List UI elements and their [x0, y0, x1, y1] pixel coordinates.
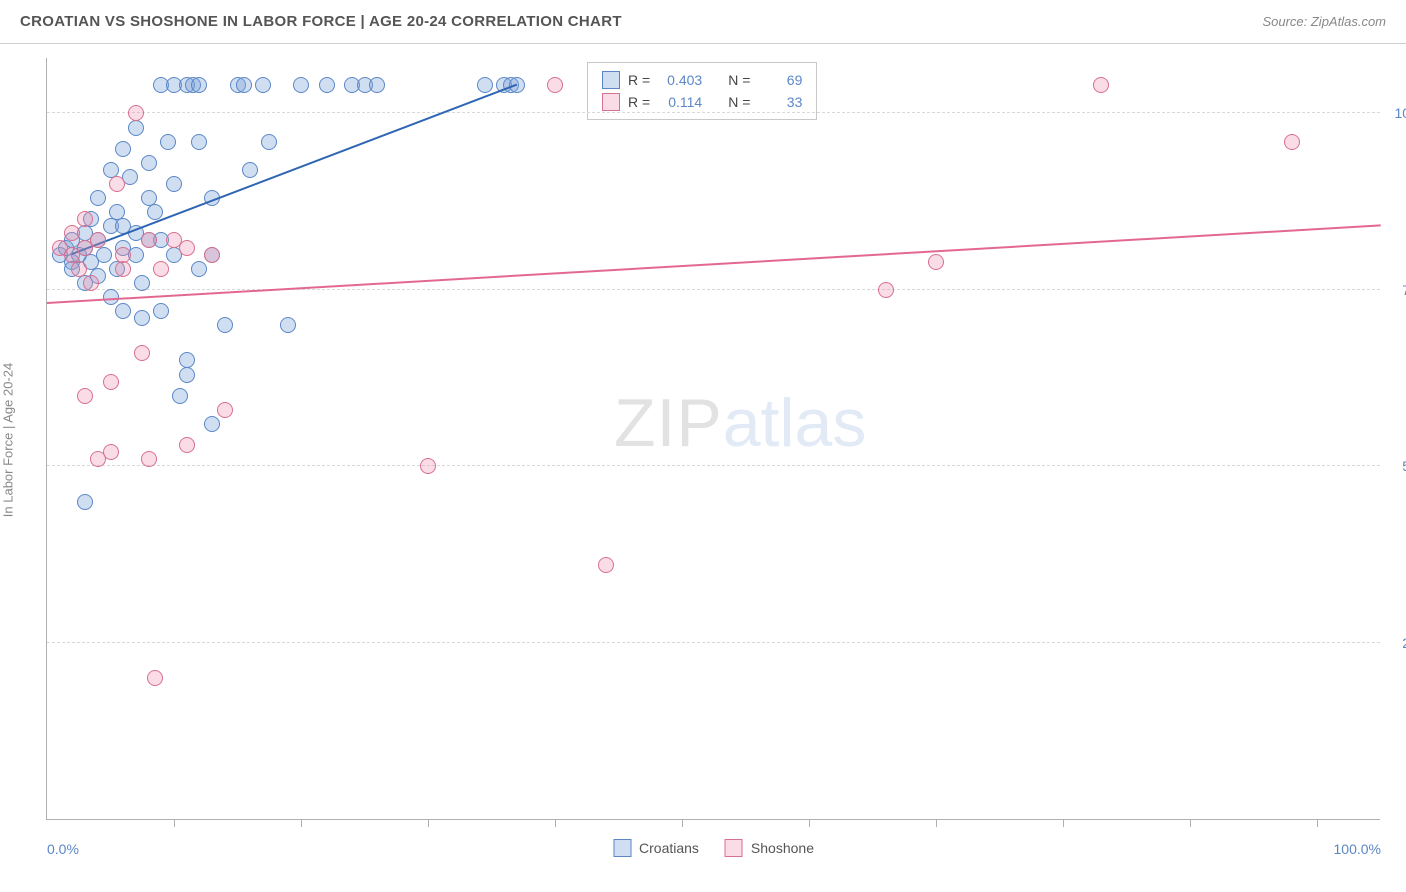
xtick-label-max: 100.0%	[1334, 841, 1381, 857]
xtick-label-min: 0.0%	[47, 841, 79, 857]
xtick	[1317, 819, 1318, 827]
data-point	[204, 247, 220, 263]
data-point	[134, 275, 150, 291]
data-point	[1093, 77, 1109, 93]
data-point	[96, 247, 112, 263]
data-point	[191, 134, 207, 150]
series-legend: Croatians Shoshone	[613, 839, 814, 857]
data-point	[115, 247, 131, 263]
data-point	[141, 155, 157, 171]
xtick	[555, 819, 556, 827]
data-point	[293, 77, 309, 93]
data-point	[153, 261, 169, 277]
data-point	[141, 451, 157, 467]
data-point	[109, 176, 125, 192]
data-point	[147, 670, 163, 686]
chart-title: CROATIAN VS SHOSHONE IN LABOR FORCE | AG…	[20, 13, 622, 30]
data-point	[160, 134, 176, 150]
correlation-legend: R = 0.403 N = 69 R = 0.114 N = 33	[587, 62, 817, 120]
data-point	[204, 416, 220, 432]
data-point	[319, 77, 335, 93]
ytick-label: 50.0%	[1386, 458, 1406, 474]
data-point	[103, 374, 119, 390]
data-point	[179, 367, 195, 383]
data-point	[77, 388, 93, 404]
ytick-label: 75.0%	[1386, 282, 1406, 298]
data-point	[83, 275, 99, 291]
y-axis-title: In Labor Force | Age 20-24	[1, 286, 16, 440]
data-point	[128, 105, 144, 121]
data-point	[166, 176, 182, 192]
data-point	[71, 261, 87, 277]
xtick	[1063, 819, 1064, 827]
data-point	[90, 190, 106, 206]
gridline	[47, 112, 1380, 113]
data-point	[547, 77, 563, 93]
data-point	[134, 345, 150, 361]
data-point	[369, 77, 385, 93]
data-point	[134, 310, 150, 326]
data-point	[598, 557, 614, 573]
data-point	[103, 289, 119, 305]
xtick	[936, 819, 937, 827]
data-point	[77, 494, 93, 510]
gridline	[47, 465, 1380, 466]
data-point	[1284, 134, 1300, 150]
swatch-croatians-icon	[613, 839, 631, 857]
data-point	[172, 388, 188, 404]
data-point	[90, 232, 106, 248]
xtick	[809, 819, 810, 827]
data-point	[420, 458, 436, 474]
xtick	[301, 819, 302, 827]
gridline	[47, 642, 1380, 643]
plot-area: ZIPatlas R = 0.403 N = 69 R = 0.114 N = …	[46, 58, 1380, 820]
data-point	[115, 141, 131, 157]
swatch-croatians	[602, 71, 620, 89]
xtick	[682, 819, 683, 827]
data-point	[242, 162, 258, 178]
data-point	[77, 211, 93, 227]
data-point	[280, 317, 296, 333]
legend-row-shoshone: R = 0.114 N = 33	[602, 91, 802, 113]
data-point	[115, 261, 131, 277]
data-point	[477, 77, 493, 93]
xtick	[1190, 819, 1191, 827]
data-point	[191, 77, 207, 93]
ytick-label: 25.0%	[1386, 635, 1406, 651]
data-point	[217, 317, 233, 333]
data-point	[191, 261, 207, 277]
data-point	[179, 240, 195, 256]
swatch-shoshone-icon	[725, 839, 743, 857]
data-point	[217, 402, 233, 418]
trend-line	[47, 224, 1381, 304]
data-point	[141, 232, 157, 248]
watermark: ZIPatlas	[614, 384, 866, 462]
legend-item-croatians: Croatians	[613, 839, 699, 857]
data-point	[928, 254, 944, 270]
data-point	[153, 303, 169, 319]
data-point	[878, 282, 894, 298]
xtick	[428, 819, 429, 827]
data-point	[261, 134, 277, 150]
xtick	[174, 819, 175, 827]
title-bar: CROATIAN VS SHOSHONE IN LABOR FORCE | AG…	[0, 0, 1406, 44]
data-point	[128, 120, 144, 136]
legend-row-croatians: R = 0.403 N = 69	[602, 69, 802, 91]
data-point	[255, 77, 271, 93]
legend-item-shoshone: Shoshone	[725, 839, 814, 857]
data-point	[115, 303, 131, 319]
data-point	[64, 225, 80, 241]
source-label: Source: ZipAtlas.com	[1262, 14, 1386, 29]
data-point	[236, 77, 252, 93]
ytick-label: 100.0%	[1386, 105, 1406, 121]
data-point	[103, 444, 119, 460]
swatch-shoshone	[602, 93, 620, 111]
data-point	[179, 437, 195, 453]
